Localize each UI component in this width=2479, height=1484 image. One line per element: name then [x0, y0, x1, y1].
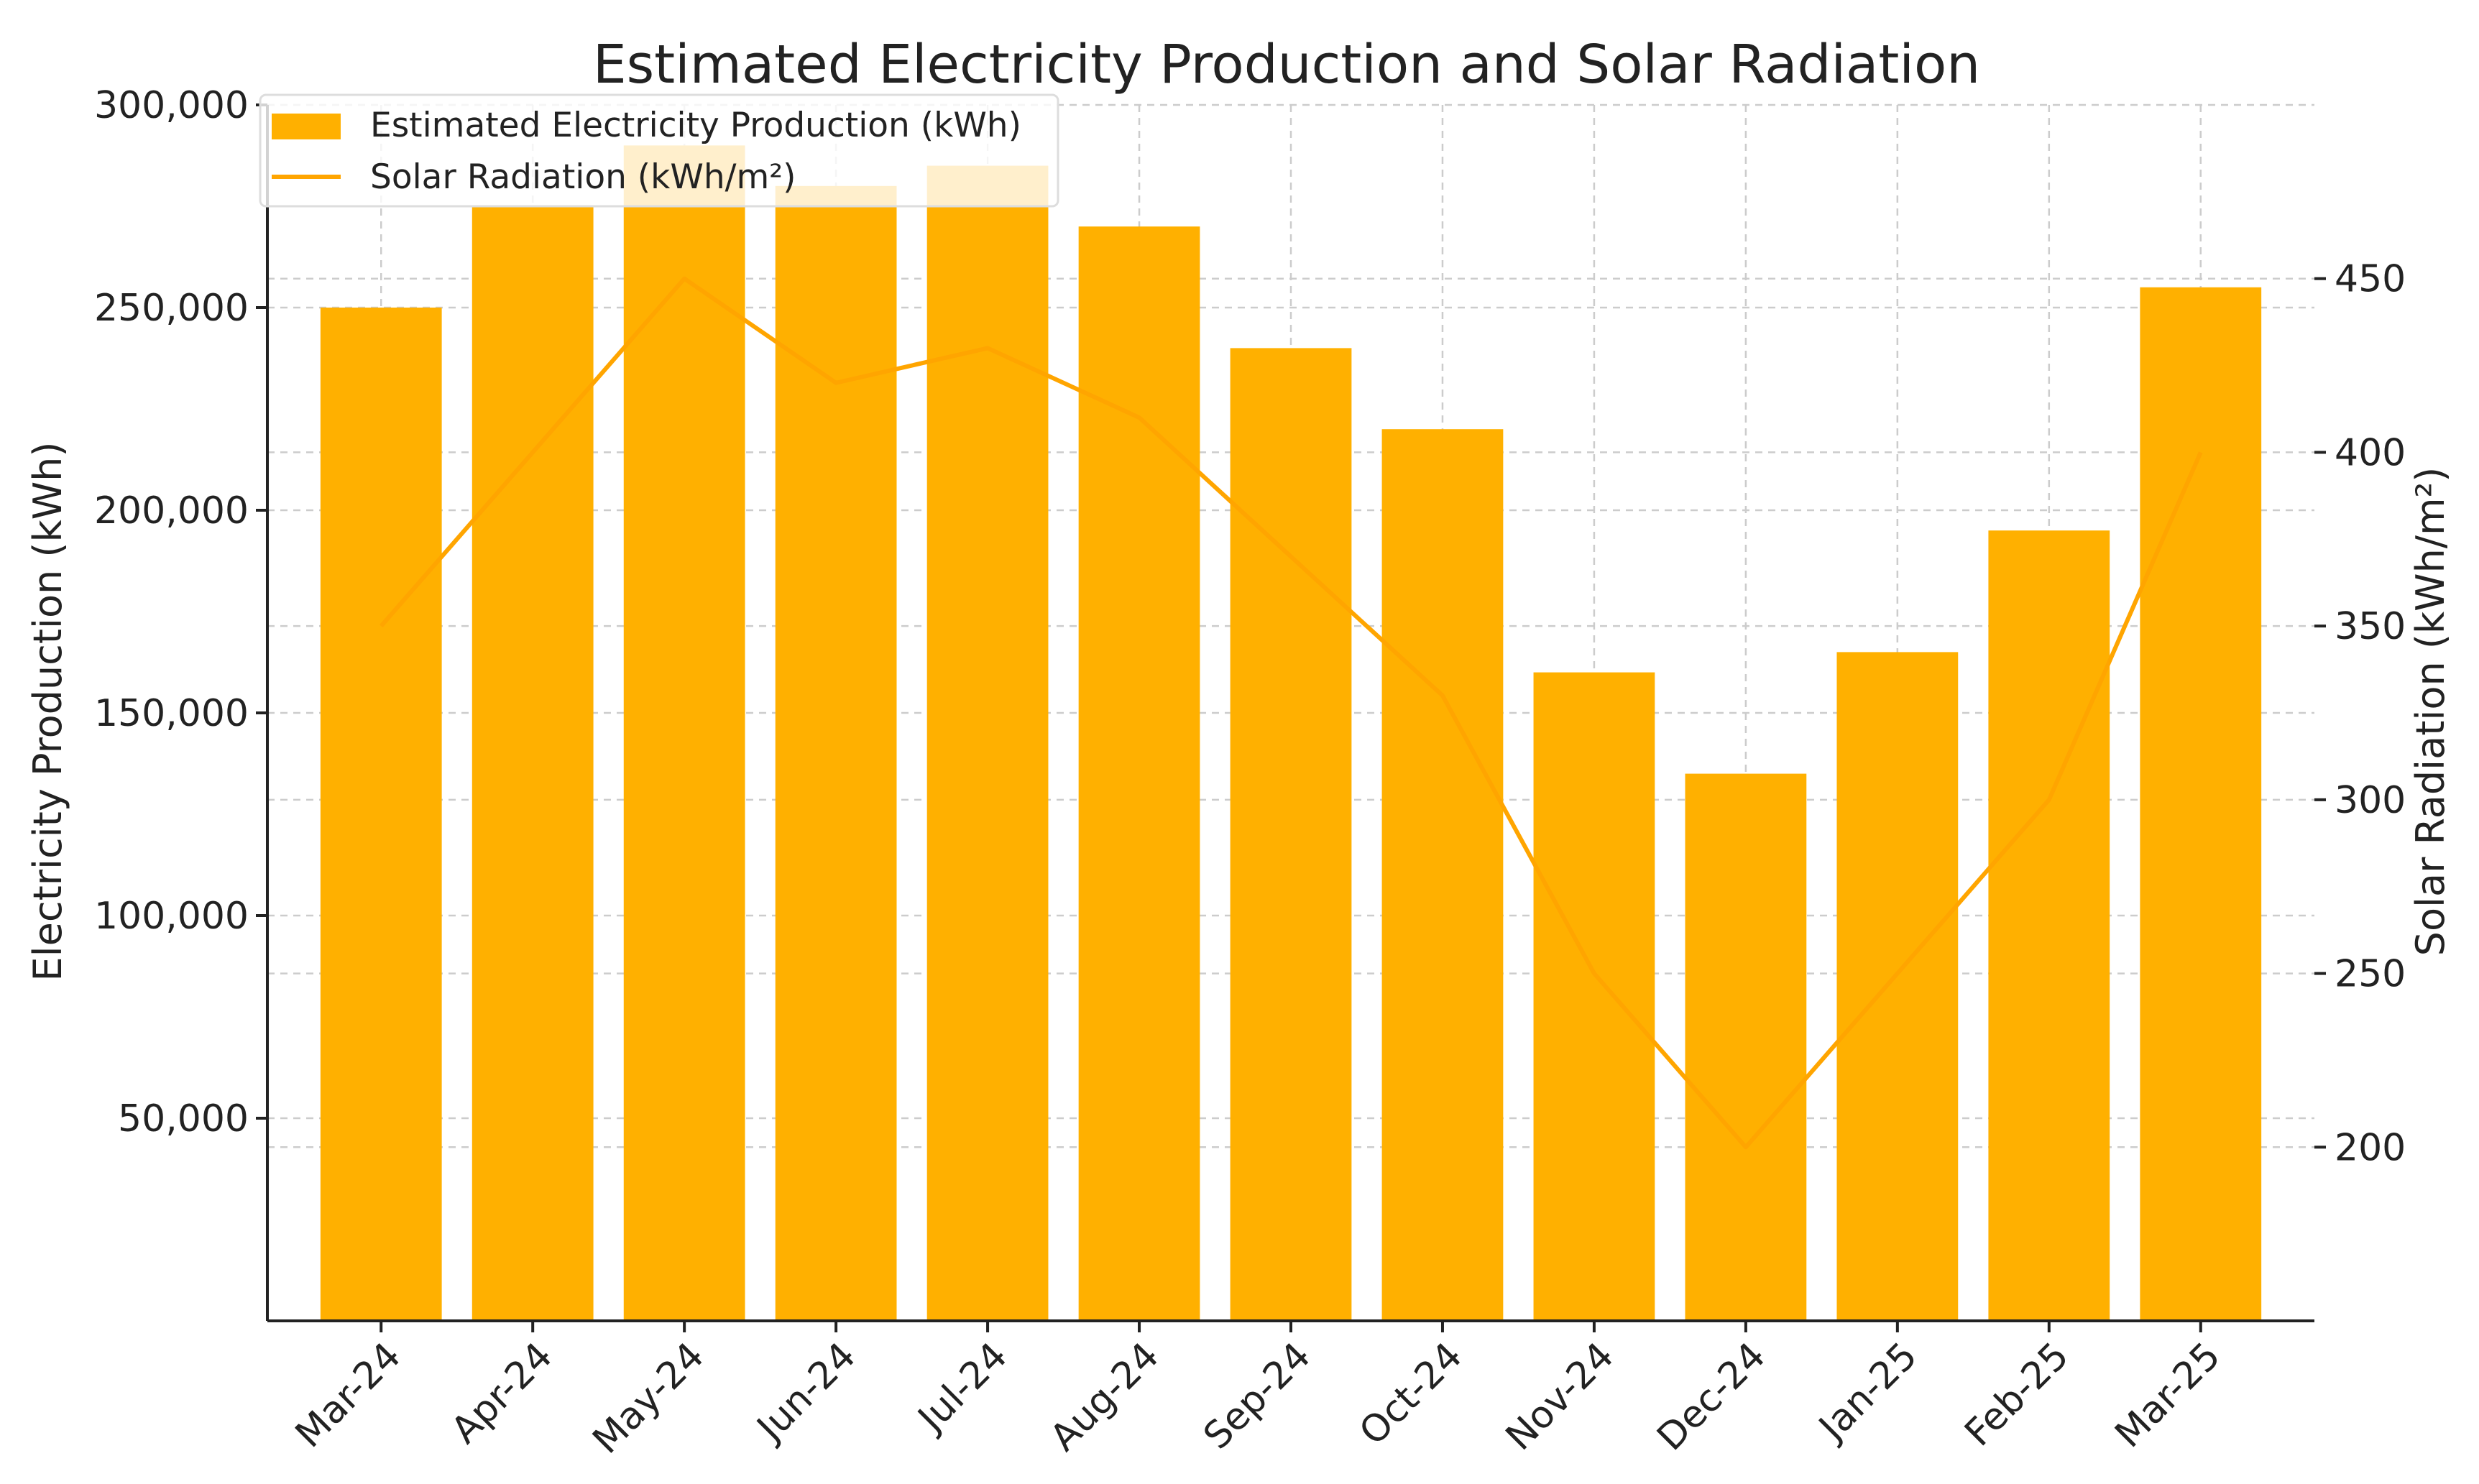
x-tick-label: Jul-24	[909, 1335, 1016, 1442]
bar-May-24	[623, 145, 745, 1321]
y2-tick-label: 350	[2335, 605, 2406, 648]
legend-box	[259, 93, 1059, 208]
bar-Oct-24	[1381, 429, 1504, 1322]
x-tick-label: Oct-24	[1351, 1335, 1471, 1454]
bar-Mar-25	[2140, 287, 2262, 1321]
bar-Jan-25	[1836, 652, 1959, 1321]
x-tick-label: Dec-24	[1649, 1335, 1774, 1460]
legend-line-label: Solar Radiation (kWh/m²)	[370, 157, 796, 197]
y-tick-label: 200,000	[94, 489, 249, 533]
legend-bar-swatch	[272, 114, 341, 139]
chart-title: Estimated Electricity Production and Sol…	[593, 34, 1980, 96]
bar-Jul-24	[926, 165, 1049, 1322]
x-tick-label: Feb-25	[1956, 1335, 2077, 1455]
bar-Mar-24	[320, 308, 442, 1321]
x-tick-label: Mar-25	[2107, 1335, 2229, 1457]
y-tick-label: 250,000	[94, 287, 249, 330]
x-tick-label: Sep-24	[1195, 1335, 1319, 1458]
y2-axis-label: Solar Radiation (kWh/m²)	[2408, 467, 2453, 957]
y-tick-label: 50,000	[118, 1097, 249, 1140]
x-tick-label: May-24	[584, 1335, 712, 1462]
y-axis-label: Electricity Production (kWh)	[25, 442, 70, 982]
y2-tick-label: 200	[2335, 1126, 2406, 1169]
x-tick-label: Mar-24	[288, 1335, 410, 1457]
y2-tick-label: 450	[2335, 258, 2406, 301]
x-tick-label: Nov-24	[1498, 1335, 1622, 1459]
x-tick-label: Aug-24	[1042, 1335, 1167, 1460]
x-tick-label: Jun-24	[748, 1335, 864, 1451]
y-tick-label: 150,000	[94, 692, 249, 735]
bar-Aug-24	[1078, 226, 1200, 1322]
bar-Dec-24	[1685, 773, 1807, 1321]
y-tick-label: 300,000	[94, 84, 249, 127]
line-series	[379, 276, 2203, 1150]
x-tick-label: Jan-25	[1810, 1335, 1926, 1450]
bar-Apr-24	[472, 206, 594, 1321]
legend: Estimated Electricity Production (kWh) S…	[259, 93, 1059, 208]
y-tick-label: 100,000	[94, 895, 249, 938]
bar-Nov-24	[1533, 672, 1655, 1321]
bars	[320, 145, 2262, 1322]
y2-tick-label: 300	[2335, 779, 2406, 822]
y2-tick-label: 250	[2335, 953, 2406, 996]
bar-Feb-25	[1988, 530, 2110, 1322]
legend-bar-label: Estimated Electricity Production (kWh)	[370, 106, 1021, 145]
bar-Sep-24	[1230, 348, 1352, 1321]
x-tick-label: Apr-24	[443, 1335, 561, 1452]
y2-tick-label: 400	[2335, 431, 2406, 474]
